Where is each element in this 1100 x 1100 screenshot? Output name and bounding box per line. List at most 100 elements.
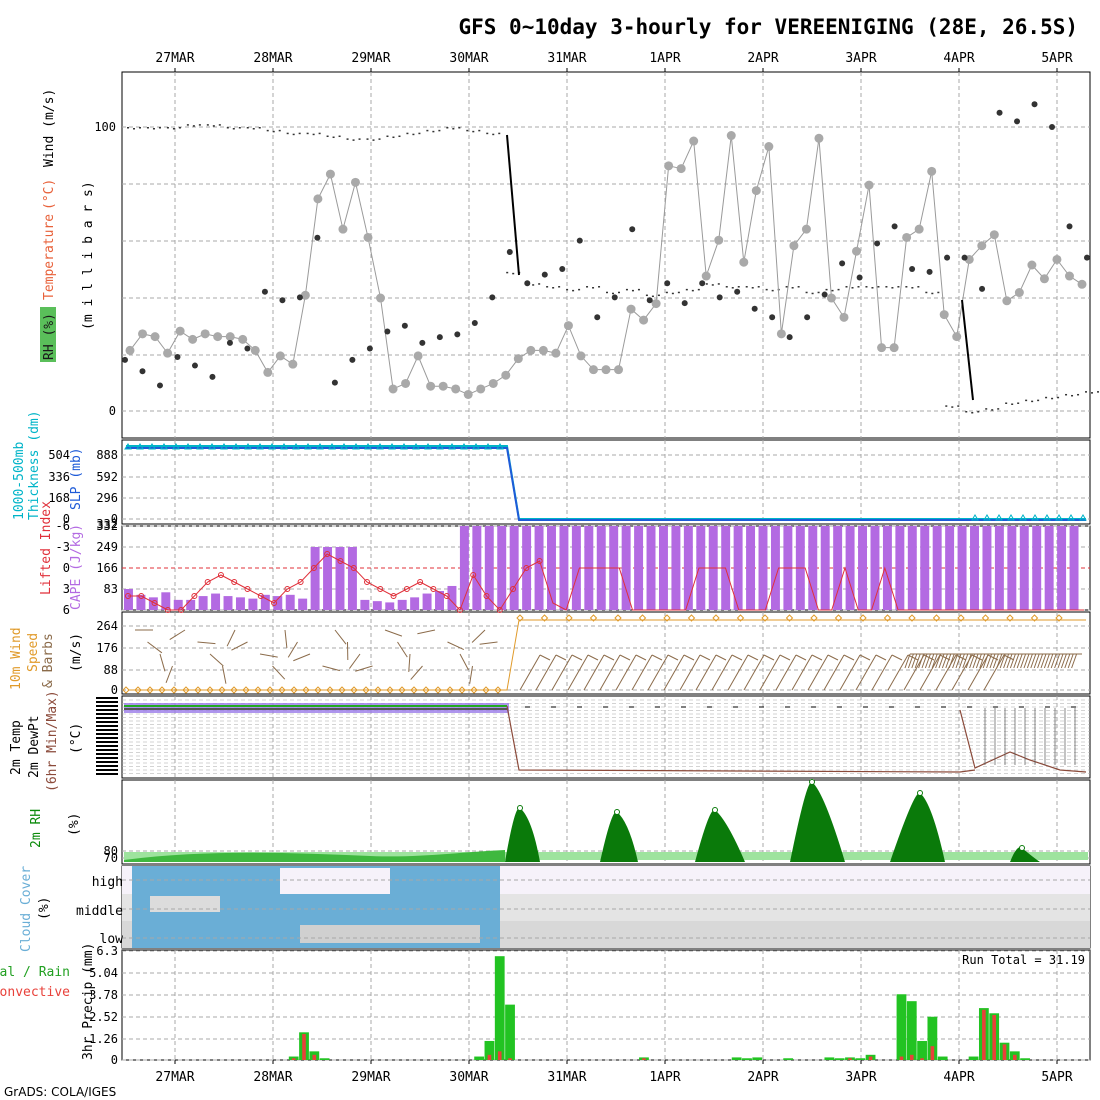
wind-speed-marker xyxy=(981,614,990,622)
rh-point xyxy=(739,257,749,267)
pressure-dot xyxy=(346,138,349,140)
bottom-date-label: 29MAR xyxy=(351,1070,390,1085)
pressure-dot xyxy=(298,132,301,135)
thickness-marker xyxy=(388,443,396,450)
pressure-dot xyxy=(398,135,401,138)
pressure-dot xyxy=(857,286,860,288)
cape-bar xyxy=(484,526,494,610)
wind-barb xyxy=(583,654,605,691)
barb-hatch xyxy=(921,653,928,669)
barb-hatch xyxy=(924,653,931,669)
pressure-dot xyxy=(392,136,395,139)
bottom-date-label: 28MAR xyxy=(253,1070,292,1085)
wind-barb xyxy=(599,654,621,691)
wind-point xyxy=(279,297,286,304)
thickness-marker xyxy=(496,443,504,450)
p5-dew-line xyxy=(959,709,1087,773)
thickness-marker xyxy=(484,443,492,450)
rh-point xyxy=(1064,271,1074,281)
rh-point xyxy=(614,365,624,375)
wind-speed-marker xyxy=(932,614,941,622)
pressure-dot xyxy=(352,139,355,141)
panel-cape-li: -6 -3 0 3 6 332 249 166 83 xyxy=(56,519,1090,617)
pressure-dot xyxy=(558,286,561,288)
wind-barb xyxy=(410,665,423,680)
wind-barb-flag xyxy=(1003,654,1015,661)
pressure-dot xyxy=(272,130,275,133)
barb-hatch xyxy=(1026,653,1033,669)
precip-total-bar xyxy=(937,1056,948,1060)
pressure-dot xyxy=(911,287,914,289)
wind-speed-marker xyxy=(446,686,454,694)
pressure-dot xyxy=(206,124,209,126)
wind-point xyxy=(751,305,758,312)
wind-point xyxy=(699,280,706,287)
wind-barb xyxy=(935,654,957,691)
precip-total-bar xyxy=(783,1058,794,1060)
wind-barb xyxy=(791,654,813,691)
wind-speed-marker xyxy=(663,614,671,622)
wind-barb xyxy=(663,654,685,691)
rh-point xyxy=(426,381,436,391)
p5-unit: (°C) xyxy=(69,723,84,754)
p4-label-c: & Barbs xyxy=(41,633,56,688)
rh-point xyxy=(877,343,887,353)
wind-speed-marker xyxy=(398,686,406,694)
wind-barb xyxy=(727,654,749,691)
pressure-dot xyxy=(452,128,455,130)
barb-hatch xyxy=(1037,653,1044,669)
cape-bar xyxy=(808,526,818,610)
pressure-dot xyxy=(731,287,734,289)
wind-point xyxy=(314,234,321,241)
p6-unit: (%) xyxy=(67,813,82,836)
cape-bar xyxy=(994,526,1004,610)
wind-speed-marker xyxy=(122,686,130,694)
rh-point xyxy=(325,169,335,179)
wind-point xyxy=(769,314,776,321)
thickness-marker xyxy=(232,443,240,450)
rh-point xyxy=(275,351,285,361)
pressure-dot xyxy=(486,132,489,135)
pressure-dot xyxy=(917,286,920,288)
li-point xyxy=(523,565,530,571)
wind-speed-marker xyxy=(434,686,442,694)
rh-point xyxy=(476,384,486,394)
p8-unit: 3hr Precip (mm) xyxy=(81,943,96,1060)
cape-bar xyxy=(285,594,295,610)
wind-point xyxy=(786,334,793,341)
pressure-dot xyxy=(651,295,654,298)
pressure-dot xyxy=(871,287,874,289)
wind-barb xyxy=(823,654,845,691)
pressure-dot xyxy=(432,130,435,133)
precip-total-bar xyxy=(288,1056,299,1060)
li-point xyxy=(364,579,370,585)
pressure-dot xyxy=(318,132,321,135)
pressure-dot xyxy=(785,286,788,288)
wind-point xyxy=(524,280,531,287)
bottom-date-label: 5APR xyxy=(1041,1070,1072,1085)
thickness-marker xyxy=(256,443,264,450)
p1-millibars-label: (m i l l i b a r s) xyxy=(81,181,96,330)
pressure-dot xyxy=(1051,397,1054,400)
wind-point xyxy=(839,260,846,267)
grads-credit: GrADS: COLA/IGES xyxy=(4,1085,116,1099)
rh-point xyxy=(1052,254,1062,264)
li-point xyxy=(138,593,145,599)
wind-barb xyxy=(775,654,797,691)
top-date-label: 30MAR xyxy=(449,51,488,66)
rh-point xyxy=(175,326,185,336)
li-point xyxy=(443,593,450,599)
p2-right-tick: 592 xyxy=(96,470,118,484)
panel-cloud-cover xyxy=(122,866,1090,948)
li-point xyxy=(536,558,543,564)
pressure-dot xyxy=(897,286,900,288)
cape-bar xyxy=(397,599,407,610)
pressure-dot xyxy=(1077,393,1080,396)
wind-barb xyxy=(147,641,163,654)
top-date-label: 29MAR xyxy=(351,51,390,66)
wind-point xyxy=(1066,223,1073,230)
cape-bar xyxy=(895,526,905,610)
barb-hatch xyxy=(962,653,969,669)
thickness-marker xyxy=(424,443,432,450)
thickness-marker xyxy=(1079,514,1087,521)
